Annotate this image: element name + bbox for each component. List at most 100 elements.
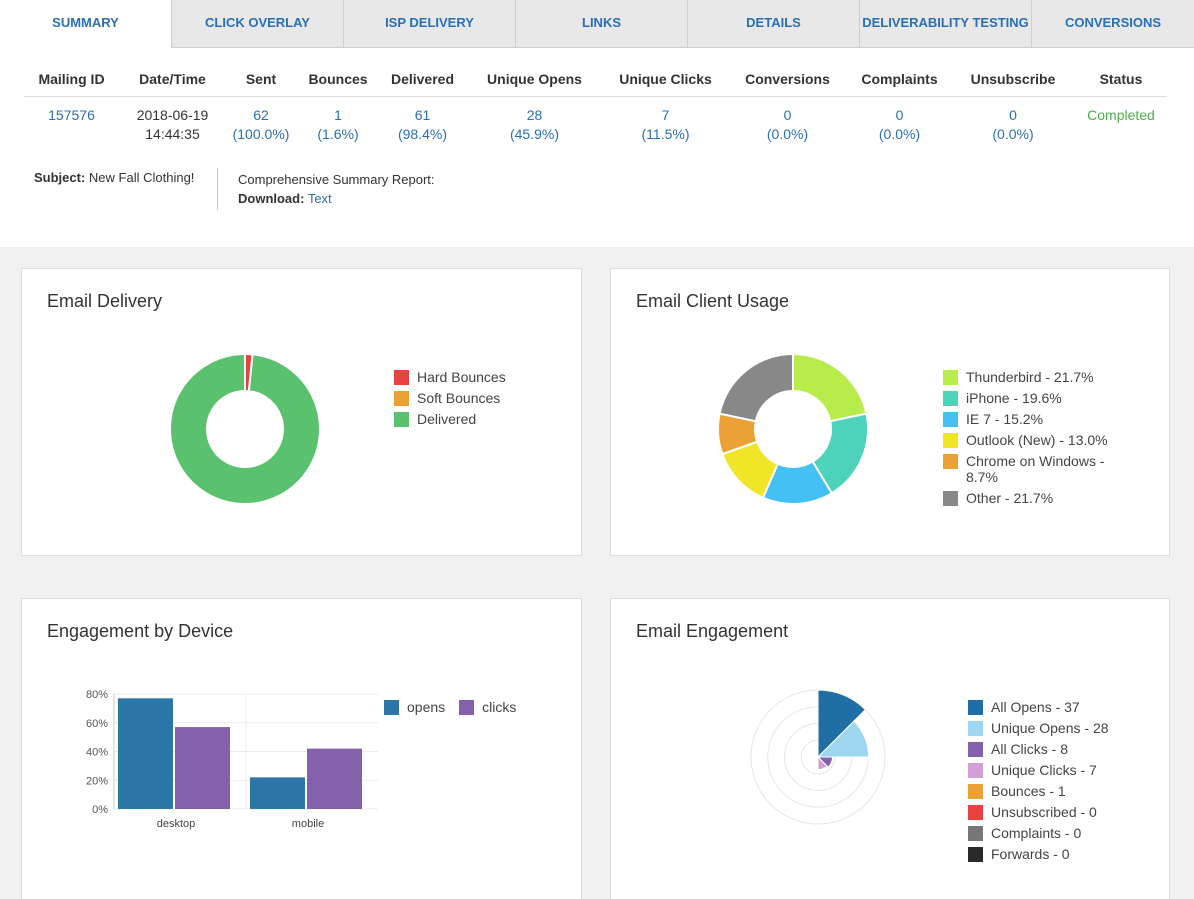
col-unsubscribe: Unsubscribe bbox=[951, 62, 1075, 97]
legend-swatch bbox=[968, 721, 983, 736]
legend-item-complaints-0[interactable]: Complaints - 0 bbox=[968, 825, 1109, 841]
tab-conversions[interactable]: CONVERSIONS bbox=[1031, 0, 1194, 48]
legend-swatch bbox=[394, 391, 409, 406]
complaints-link[interactable]: 0 bbox=[895, 106, 904, 123]
unsubscribe-link[interactable]: 0 bbox=[1009, 106, 1017, 123]
legend-label: Hard Bounces bbox=[417, 369, 506, 385]
legend-item-forwards-0[interactable]: Forwards - 0 bbox=[968, 846, 1109, 862]
delivered-link[interactable]: 61 bbox=[414, 106, 431, 123]
summary-header-row: Mailing ID Date/Time Sent Bounces Delive… bbox=[24, 62, 1167, 97]
legend-label: Forwards - 0 bbox=[991, 846, 1070, 862]
legend-label: Unique Opens - 28 bbox=[991, 720, 1109, 736]
engagement-device-panel: Engagement by Device 0% 20% 40% 60% 80% deskt… bbox=[21, 598, 582, 899]
legend-item-delivered[interactable]: Delivered bbox=[394, 411, 506, 427]
sent-link[interactable]: 62 bbox=[253, 106, 269, 123]
legend-swatch bbox=[968, 847, 983, 862]
legend-swatch bbox=[943, 391, 958, 406]
unique-opens-link[interactable]: 28 bbox=[526, 106, 543, 123]
legend-item-unique-opens-28[interactable]: Unique Opens - 28 bbox=[968, 720, 1109, 736]
legend-item-ie-7-15-2[interactable]: IE 7 - 15.2% bbox=[943, 411, 1133, 427]
email-client-legend: Thunderbird - 21.7% iPhone - 19.6% IE 7 - … bbox=[943, 369, 1133, 511]
email-client-chart bbox=[717, 352, 869, 505]
legend-item-other-21-7[interactable]: Other - 21.7% bbox=[943, 490, 1133, 506]
legend-swatch bbox=[943, 454, 958, 469]
legend-label: Chrome on Windows - 8.7% bbox=[966, 453, 1105, 485]
legend-item-bounces-1[interactable]: Bounces - 1 bbox=[968, 783, 1109, 799]
legend-swatch bbox=[968, 784, 983, 799]
bar-opens-mobile[interactable] bbox=[250, 777, 305, 809]
legend-swatch bbox=[968, 805, 983, 820]
panel-title: Engagement by Device bbox=[47, 621, 234, 641]
tab-click-overlay[interactable]: CLICK OVERLAY bbox=[171, 0, 343, 48]
report-label: Comprehensive Summary Report: bbox=[238, 172, 435, 187]
legend-item-unsubscribed-0[interactable]: Unsubscribed - 0 bbox=[968, 804, 1109, 820]
email-engagement-panel: Email Engagement All Opens - 37 Unique Op… bbox=[610, 598, 1170, 899]
tab-details[interactable]: DETAILS bbox=[687, 0, 859, 48]
delivered-pct: (98.4%) bbox=[397, 125, 448, 142]
legend-label: Unique Clicks - 7 bbox=[991, 762, 1097, 778]
legend-swatch bbox=[968, 826, 983, 841]
slice-other-21-7[interactable] bbox=[718, 352, 794, 423]
col-mailing-id: Mailing ID bbox=[24, 62, 119, 97]
legend-swatch bbox=[394, 370, 409, 385]
legend-item-outlook-new-13-0[interactable]: Outlook (New) - 13.0% bbox=[943, 432, 1133, 448]
col-sent: Sent bbox=[226, 62, 296, 97]
col-unique-opens: Unique Opens bbox=[465, 62, 604, 97]
bar-clicks-mobile[interactable] bbox=[307, 748, 362, 809]
legend-swatch bbox=[968, 700, 983, 715]
legend-item-chrome-on-windows-8-7[interactable]: Chrome on Windows - 8.7% bbox=[943, 453, 1133, 485]
polar-segment-all-opens-37[interactable] bbox=[817, 689, 867, 759]
legend-item-opens[interactable]: opens bbox=[384, 699, 445, 715]
col-status: Status bbox=[1075, 62, 1167, 97]
slice-thunderbird-21-7[interactable] bbox=[792, 352, 868, 423]
legend-item-iphone-19-6[interactable]: iPhone - 19.6% bbox=[943, 390, 1133, 406]
panel-title: Email Delivery bbox=[47, 291, 163, 311]
legend-item-hard-bounces[interactable]: Hard Bounces bbox=[394, 369, 506, 385]
legend-swatch bbox=[943, 370, 958, 385]
col-complaints: Complaints bbox=[848, 62, 951, 97]
slice-delivered[interactable] bbox=[169, 352, 321, 505]
bounces-link[interactable]: 1 bbox=[334, 106, 342, 123]
legend-swatch bbox=[968, 763, 983, 778]
download-text-link[interactable]: Text bbox=[307, 191, 332, 206]
unique-opens-pct: (45.9%) bbox=[509, 125, 560, 142]
legend-label: Outlook (New) - 13.0% bbox=[966, 432, 1108, 448]
legend-item-clicks[interactable]: clicks bbox=[459, 699, 516, 715]
legend-item-all-clicks-8[interactable]: All Clicks - 8 bbox=[968, 741, 1109, 757]
legend-swatch bbox=[943, 491, 958, 506]
legend-item-all-opens-37[interactable]: All Opens - 37 bbox=[968, 699, 1109, 715]
unique-clicks-link[interactable]: 7 bbox=[661, 106, 670, 123]
legend-swatch bbox=[394, 412, 409, 427]
legend-item-unique-clicks-7[interactable]: Unique Clicks - 7 bbox=[968, 762, 1109, 778]
engagement-device-legend: opens clicks bbox=[384, 699, 530, 720]
legend-label: Unsubscribed - 0 bbox=[991, 804, 1097, 820]
email-client-panel: Email Client Usage Thunderbird - 21.7% iP… bbox=[610, 268, 1170, 556]
panel-title: Email Engagement bbox=[636, 621, 789, 641]
legend-swatch bbox=[943, 412, 958, 427]
bar-clicks-desktop[interactable] bbox=[175, 727, 230, 809]
time-value: 14:44:35 bbox=[145, 125, 200, 142]
report-download: Comprehensive Summary Report: Download: … bbox=[238, 170, 435, 208]
polar-segment-all-clicks-8[interactable] bbox=[816, 756, 833, 768]
col-unique-clicks: Unique Clicks bbox=[604, 62, 727, 97]
polar-segment-bounces-1[interactable] bbox=[816, 755, 819, 760]
bar-opens-desktop[interactable] bbox=[118, 698, 173, 809]
email-delivery-chart bbox=[169, 352, 321, 505]
conversions-link[interactable]: 0 bbox=[783, 106, 792, 123]
x-tick-label: desktop bbox=[157, 818, 196, 830]
tab-links[interactable]: LINKS bbox=[515, 0, 687, 48]
col-datetime: Date/Time bbox=[119, 62, 226, 97]
mailing-id-link[interactable]: 157576 bbox=[48, 106, 95, 123]
tab-summary[interactable]: SUMMARY bbox=[0, 0, 171, 48]
y-tick-label: 20% bbox=[86, 775, 108, 787]
tab-deliverability-testing[interactable]: DELIVERABILITY TESTING bbox=[859, 0, 1031, 48]
y-tick-label: 80% bbox=[86, 689, 108, 701]
legend-item-soft-bounces[interactable]: Soft Bounces bbox=[394, 390, 506, 406]
email-engagement-legend: All Opens - 37 Unique Opens - 28 All Click… bbox=[968, 699, 1109, 867]
tab-isp-delivery[interactable]: ISP DELIVERY bbox=[343, 0, 515, 48]
polar-segment-unique-clicks-7[interactable] bbox=[817, 755, 828, 771]
polar-segment-unique-opens-28[interactable] bbox=[816, 720, 870, 758]
complaints-pct: (0.0%) bbox=[878, 125, 921, 142]
legend-item-thunderbird-21-7[interactable]: Thunderbird - 21.7% bbox=[943, 369, 1133, 385]
unique-clicks-pct: (11.5%) bbox=[641, 125, 690, 142]
